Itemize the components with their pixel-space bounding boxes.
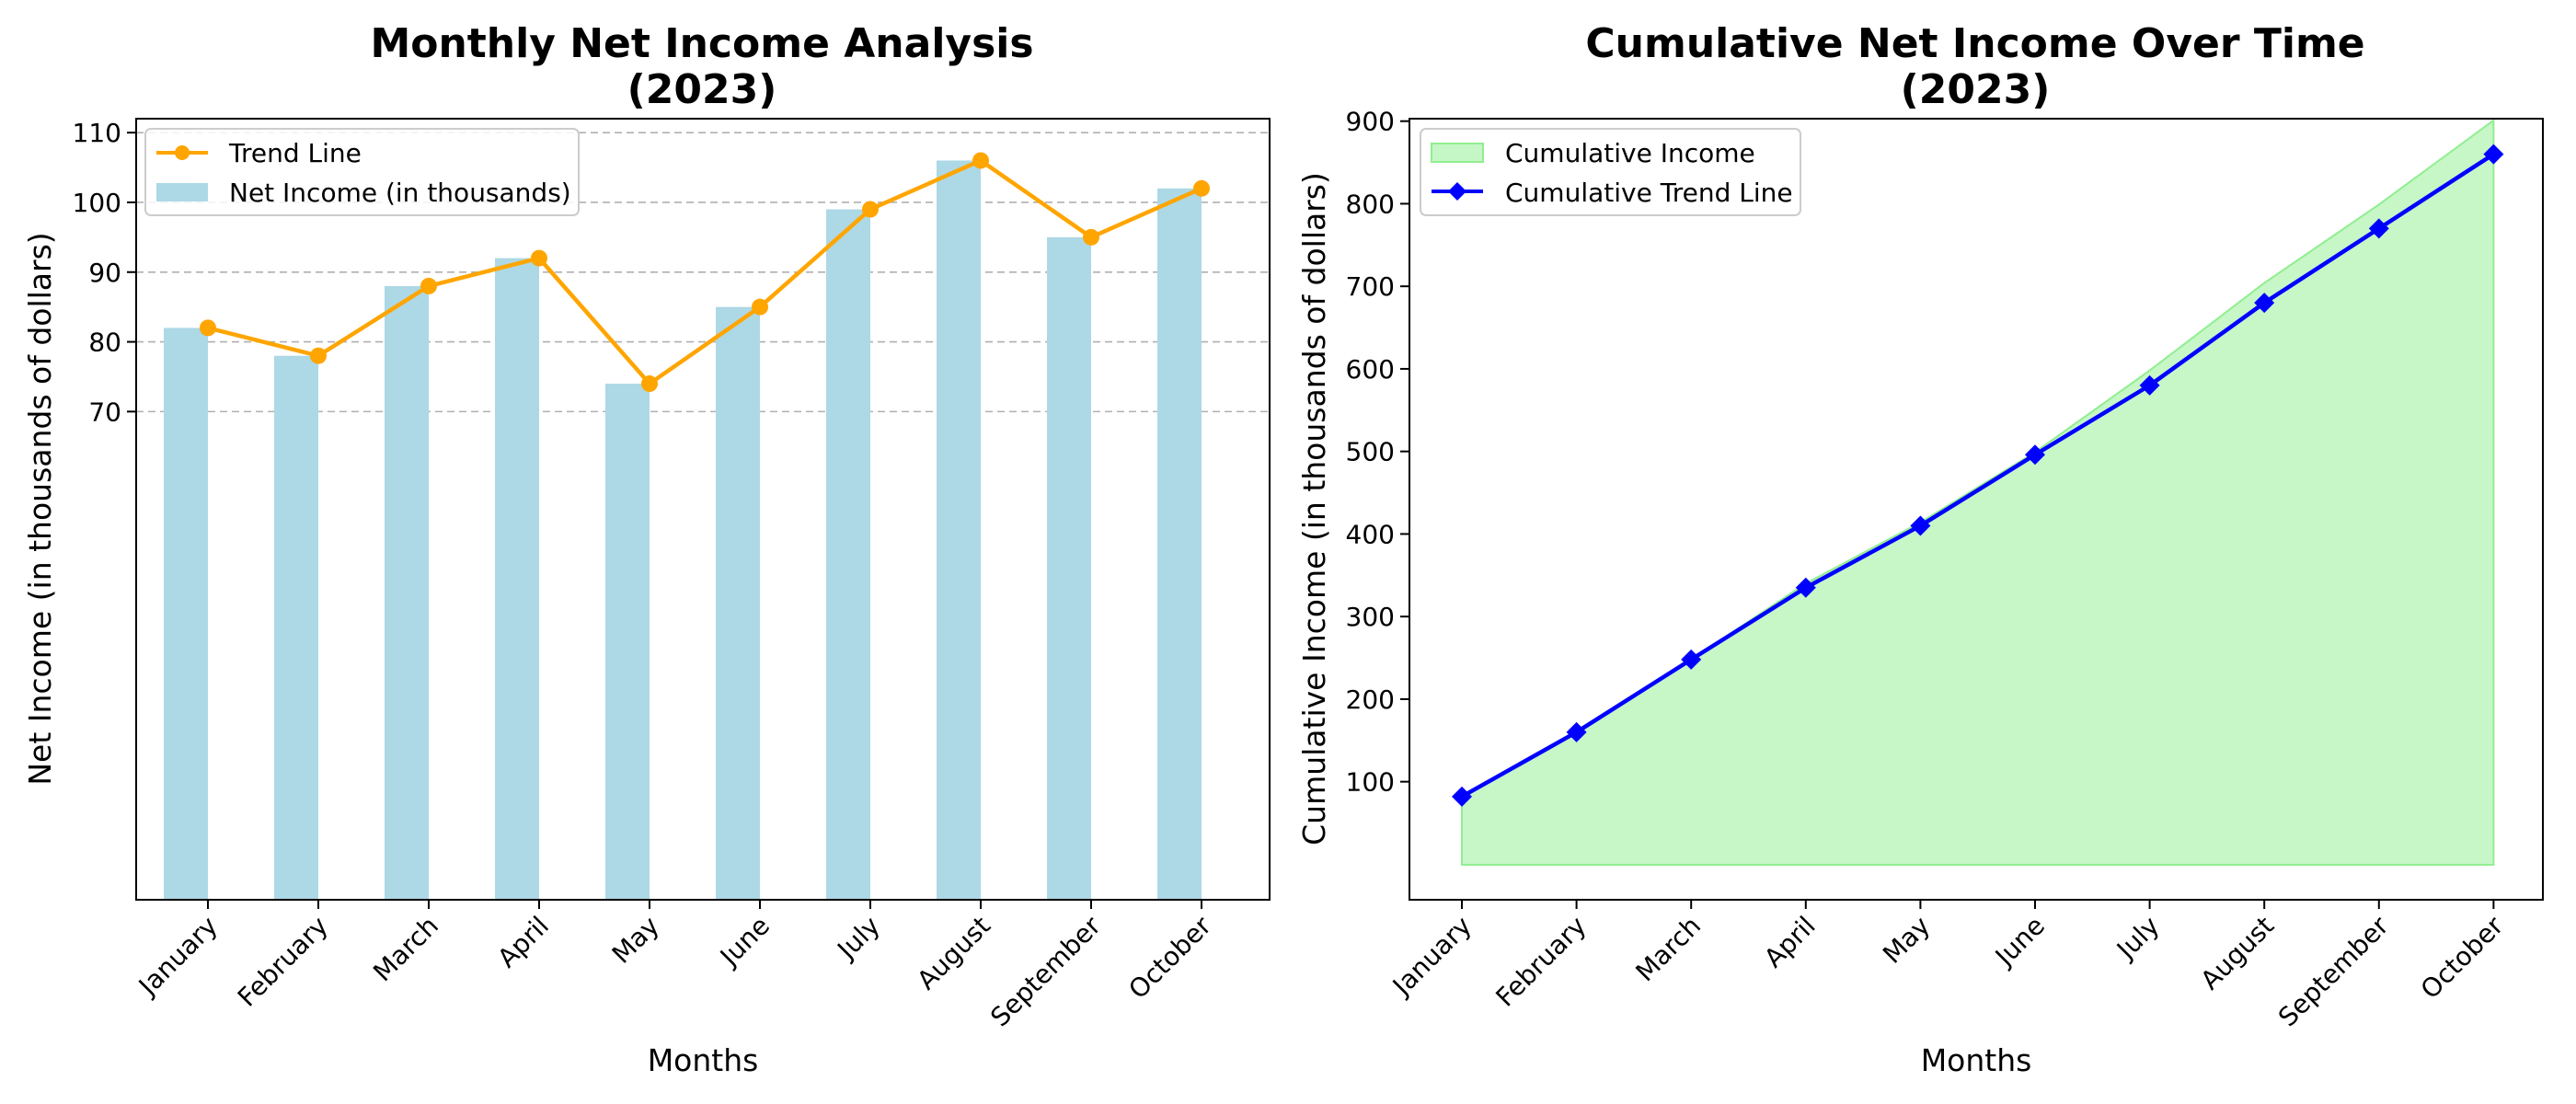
cumulative-point-september — [2368, 218, 2389, 239]
y-tick-label-200: 200 — [1346, 684, 1395, 715]
legend-box — [144, 128, 580, 216]
bar-february — [274, 355, 318, 900]
bar-june — [716, 306, 760, 900]
bar-march — [385, 285, 429, 900]
plot-frame — [135, 118, 1271, 901]
y-tick-label-80: 80 — [88, 328, 121, 358]
y-tick-label-800: 800 — [1346, 189, 1395, 219]
legend: Trend Line Net Income (in thousands) — [144, 128, 580, 216]
cumulative-point-july — [2139, 374, 2160, 396]
y-tick-label-400: 400 — [1346, 519, 1395, 549]
y-axis-ticks: 100 200 300 400 500 600 700 800 900 — [1346, 107, 1409, 798]
trend-point-september — [1083, 228, 1099, 246]
cumulative-point-august — [2254, 293, 2275, 314]
cumulative-point-april — [1795, 577, 1816, 598]
plot-frame — [1409, 118, 2544, 901]
legend-trend-line-label: Trend Line — [228, 138, 362, 168]
y-tick-label-90: 90 — [88, 258, 121, 288]
y-tick-label-600: 600 — [1346, 354, 1395, 385]
chart-title-line1: Cumulative Net Income Over Time — [1585, 20, 2364, 67]
trend-point-april — [531, 249, 547, 267]
cumulative-point-march — [1681, 649, 1702, 670]
trend-point-july — [862, 201, 879, 218]
y-tick-label-500: 500 — [1346, 437, 1395, 467]
bar-series — [164, 160, 1202, 900]
trend-point-august — [972, 152, 989, 169]
chart-title-line2: (2023) — [1901, 66, 2051, 113]
y-tick-label-100: 100 — [73, 188, 121, 218]
y-axis-label: Cumulative Income (in thousands of dolla… — [1296, 172, 1332, 845]
y-axis-label: Net Income (in thousands of dollars) — [22, 232, 58, 785]
cumulative-point-october — [2483, 144, 2504, 165]
trend-line — [207, 158, 1202, 386]
legend-box — [1420, 128, 1801, 216]
bar-august — [937, 160, 981, 900]
y-tick-label-70: 70 — [88, 397, 121, 427]
legend-trend-line-marker — [175, 145, 190, 160]
trend-point-october — [1193, 179, 1210, 197]
x-axis-label: Months — [1921, 1042, 2032, 1078]
cumulative-trend-line-series — [1452, 144, 2504, 807]
legend-net-income-swatch — [156, 183, 208, 201]
gridlines — [136, 132, 1270, 413]
y-tick-label-900: 900 — [1346, 107, 1395, 137]
chart-title-line1: Monthly Net Income Analysis — [370, 20, 1033, 67]
bar-october — [1157, 188, 1202, 900]
legend-cumulative-income-label: Cumulative Income — [1505, 138, 1755, 168]
legend-net-income-label: Net Income (in thousands) — [229, 178, 571, 208]
y-tick-label-110: 110 — [73, 118, 121, 148]
legend: Cumulative Income Cumulative Trend Line — [1420, 128, 1801, 216]
legend-cumulative-trend-line-marker — [1448, 182, 1466, 201]
trend-point-march — [420, 277, 437, 294]
cumulative-point-may — [1910, 515, 1931, 536]
cumulative-point-february — [1566, 721, 1587, 742]
trend-point-june — [752, 298, 768, 316]
y-tick-label-700: 700 — [1346, 271, 1395, 302]
cumulative-point-june — [2025, 444, 2045, 466]
legend-cumulative-income-swatch — [1431, 143, 1484, 163]
bar-april — [495, 258, 539, 900]
x-axis-label: Months — [648, 1042, 759, 1078]
trend-point-may — [641, 375, 658, 393]
bar-january — [164, 328, 208, 900]
bar-july — [826, 209, 870, 900]
y-axis-ticks: 70 80 90 100 110 — [73, 118, 136, 427]
cumulative-net-income-chart: Cumulative Net Income Over Time (2023) 1… — [1296, 20, 2544, 1078]
bar-may — [605, 384, 650, 900]
trend-line-series — [200, 152, 1210, 393]
cumulative-trend-line — [1460, 152, 2495, 799]
trend-point-january — [200, 319, 216, 337]
y-tick-label-300: 300 — [1346, 602, 1395, 632]
y-tick-label-100: 100 — [1346, 767, 1395, 798]
trend-point-february — [310, 347, 327, 364]
cumulative-point-january — [1452, 786, 1472, 807]
chart-title-line2: (2023) — [627, 66, 777, 113]
bar-september — [1047, 236, 1091, 900]
legend-cumulative-trend-line-label: Cumulative Trend Line — [1505, 178, 1793, 208]
